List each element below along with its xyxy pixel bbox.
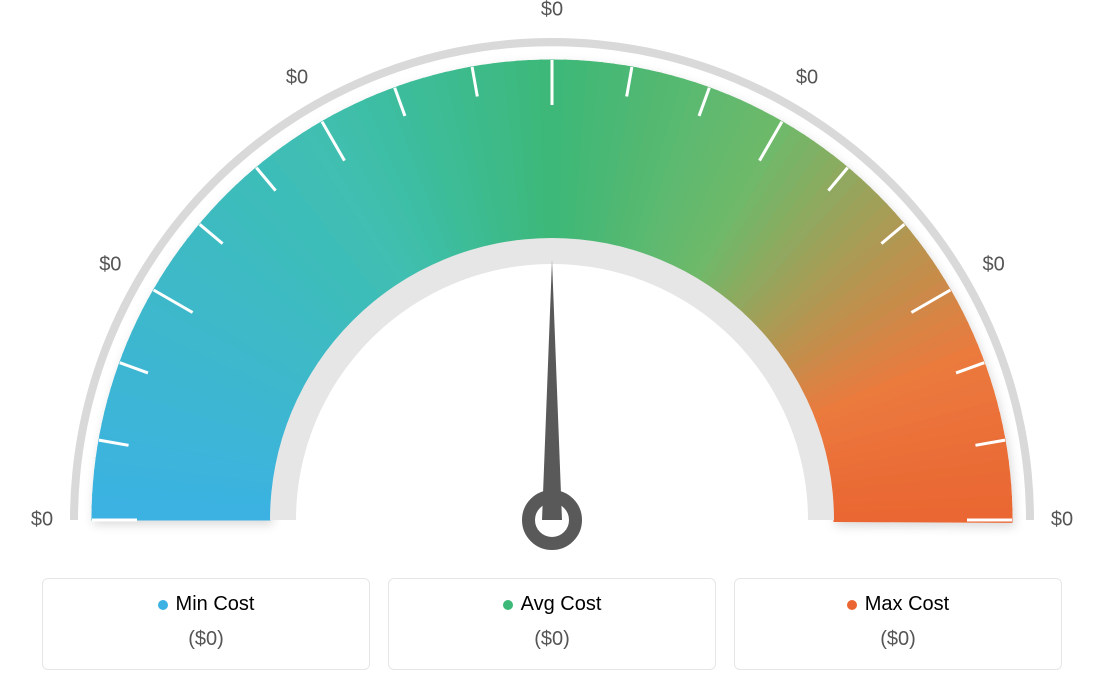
legend-label-text: Min Cost bbox=[176, 593, 255, 616]
legend-dot-icon bbox=[847, 600, 857, 610]
legend-label: Max Cost bbox=[847, 593, 949, 616]
svg-text:$0: $0 bbox=[286, 67, 308, 89]
legend-value: ($0) bbox=[745, 628, 1051, 651]
svg-text:$0: $0 bbox=[99, 253, 121, 275]
svg-text:$0: $0 bbox=[31, 508, 53, 530]
svg-text:$0: $0 bbox=[1051, 508, 1073, 530]
legend-label: Min Cost bbox=[158, 593, 255, 616]
cost-gauge-chart: $0 $0 $0 $0 $0 $0 $0 Min Cost ($0) Avg Cost ($… bbox=[0, 0, 1104, 690]
svg-text:$0: $0 bbox=[541, 0, 563, 20]
svg-text:$0: $0 bbox=[983, 253, 1005, 275]
legend-dot-icon bbox=[158, 600, 168, 610]
legend-avg-cost: Avg Cost ($0) bbox=[388, 578, 716, 670]
legend-label-text: Avg Cost bbox=[521, 593, 602, 616]
svg-text:$0: $0 bbox=[796, 67, 818, 89]
gauge-svg: $0 $0 $0 $0 $0 $0 $0 bbox=[0, 0, 1104, 560]
legend-max-cost: Max Cost ($0) bbox=[734, 578, 1062, 670]
legend-label-text: Max Cost bbox=[865, 593, 949, 616]
legend-dot-icon bbox=[503, 600, 513, 610]
legend-row: Min Cost ($0) Avg Cost ($0) Max Cost ($0… bbox=[0, 578, 1104, 670]
legend-value: ($0) bbox=[53, 628, 359, 651]
legend-label: Avg Cost bbox=[503, 593, 602, 616]
legend-value: ($0) bbox=[399, 628, 705, 651]
legend-min-cost: Min Cost ($0) bbox=[42, 578, 370, 670]
